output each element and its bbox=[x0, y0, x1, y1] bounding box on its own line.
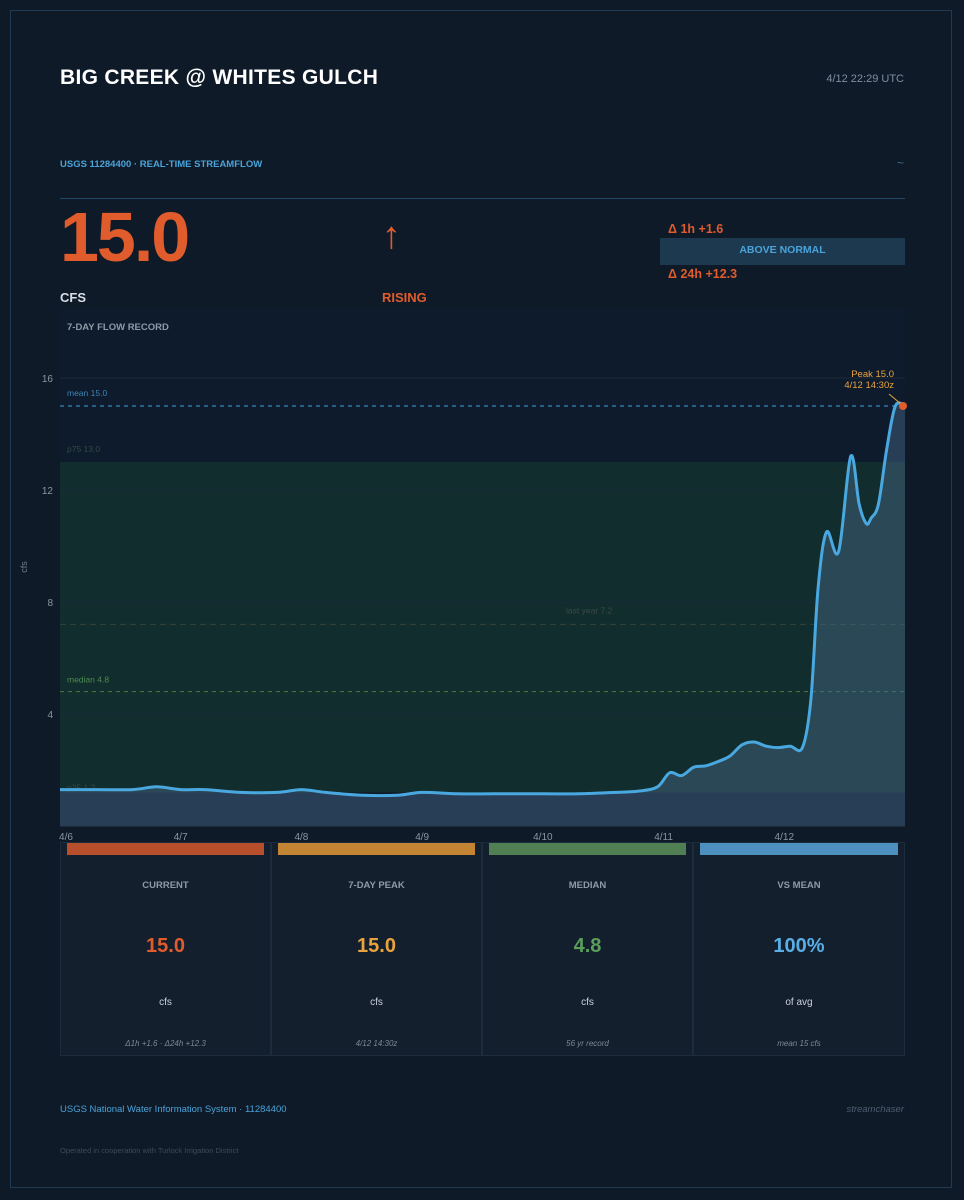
page-frame bbox=[10, 10, 952, 1188]
peak-leader-line bbox=[888, 393, 902, 405]
brand-watermark: streamchaser bbox=[846, 1104, 904, 1115]
mean-line-label: mean 15.0 bbox=[67, 388, 107, 398]
x-tick-label: 4/6 bbox=[59, 832, 73, 843]
flow-line bbox=[60, 401, 906, 798]
trend-arrow-icon: ↑ bbox=[382, 215, 401, 257]
card-note: Δ1h +1.6 · Δ24h +12.3 bbox=[125, 1039, 206, 1048]
normal-range-band bbox=[60, 462, 905, 793]
delta-24h: Δ 24h +12.3 bbox=[668, 267, 738, 281]
x-tick-label: 4/9 bbox=[415, 832, 429, 843]
card-label: CURRENT bbox=[142, 880, 189, 891]
card-note: 4/12 14:30z bbox=[355, 1039, 398, 1048]
card-label: VS MEAN bbox=[777, 880, 821, 891]
card-current: CURRENT 15.0 cfs Δ1h +1.6 · Δ24h +12.3 bbox=[60, 842, 271, 1056]
flow-area bbox=[60, 402, 905, 826]
median-line-label: median 4.8 bbox=[67, 675, 109, 685]
x-tick-label: 4/8 bbox=[294, 832, 308, 843]
card-7day-peak: 7-DAY PEAK 15.0 cfs 4/12 14:30z bbox=[271, 842, 482, 1056]
x-tick-label: 4/11 bbox=[654, 832, 673, 843]
y-tick-label: 8 bbox=[47, 598, 53, 609]
card-value: 4.8 bbox=[573, 935, 602, 957]
cooperation-note: Operated in cooperation with Turlock Irr… bbox=[60, 1146, 239, 1155]
current-flow-value: 15.0 bbox=[60, 198, 190, 276]
card-note: 56 yr record bbox=[566, 1039, 609, 1048]
y-tick-label: 16 bbox=[42, 374, 54, 385]
trend-label: RISING bbox=[382, 290, 427, 305]
x-tick-label: 4/7 bbox=[174, 832, 188, 843]
card-note: mean 15 cfs bbox=[777, 1039, 821, 1048]
flow-chart: 7-DAY FLOW RECORD cfs 4 8 12 16 mean 15.0 p75… bbox=[19, 308, 907, 843]
card-accent-bar bbox=[67, 843, 264, 855]
peak-time-label: 4/12 14:30z bbox=[844, 380, 894, 391]
last-year-label: last year 7.2 bbox=[566, 605, 613, 615]
flow-unit: CFS bbox=[60, 290, 86, 305]
page-title: BIG CREEK @ WHITES GULCH bbox=[60, 66, 379, 89]
x-tick-label: 4/10 bbox=[533, 832, 553, 843]
delta-1h: Δ 1h +1.6 bbox=[668, 222, 724, 236]
summary-cards: CURRENT 15.0 cfs Δ1h +1.6 · Δ24h +12.3 7… bbox=[60, 842, 905, 1056]
timestamp: 4/12 22:29 UTC bbox=[826, 73, 904, 85]
header-divider bbox=[60, 198, 905, 199]
card-unit: cfs bbox=[159, 997, 172, 1008]
card-unit: cfs bbox=[581, 997, 594, 1008]
card-value: 15.0 bbox=[146, 935, 185, 957]
peak-marker bbox=[899, 402, 907, 410]
x-tick-label: 4/12 bbox=[775, 832, 795, 843]
card-vs-mean: VS MEAN 100% of avg mean 15 cfs bbox=[693, 842, 905, 1056]
card-label: MEDIAN bbox=[568, 880, 607, 891]
p25-label: p25 1.2 bbox=[67, 782, 96, 792]
card-value: 15.0 bbox=[357, 935, 396, 957]
card-accent-bar bbox=[700, 843, 898, 855]
card-value: 100% bbox=[773, 935, 825, 957]
card-median: MEDIAN 4.8 cfs 56 yr record bbox=[482, 842, 693, 1056]
source-footer: USGS National Water Information System ·… bbox=[60, 1104, 287, 1115]
card-unit: cfs bbox=[370, 997, 383, 1008]
y-axis-label: cfs bbox=[19, 561, 29, 573]
p75-label: p75 13.0 bbox=[67, 444, 100, 454]
card-accent-bar bbox=[278, 843, 475, 855]
peak-label: Peak 15.0 bbox=[851, 369, 894, 380]
card-unit: of avg bbox=[785, 997, 813, 1008]
wave-icon: ~ bbox=[896, 156, 904, 170]
card-accent-bar bbox=[489, 843, 686, 855]
chart-title: 7-DAY FLOW RECORD bbox=[67, 322, 169, 333]
y-tick-label: 4 bbox=[47, 710, 53, 721]
status-badge: ABOVE NORMAL bbox=[660, 238, 905, 265]
station-subtitle: USGS 11284400 · REAL-TIME STREAMFLOW bbox=[60, 159, 263, 170]
y-tick-label: 12 bbox=[42, 486, 54, 497]
card-label: 7-DAY PEAK bbox=[348, 880, 405, 891]
